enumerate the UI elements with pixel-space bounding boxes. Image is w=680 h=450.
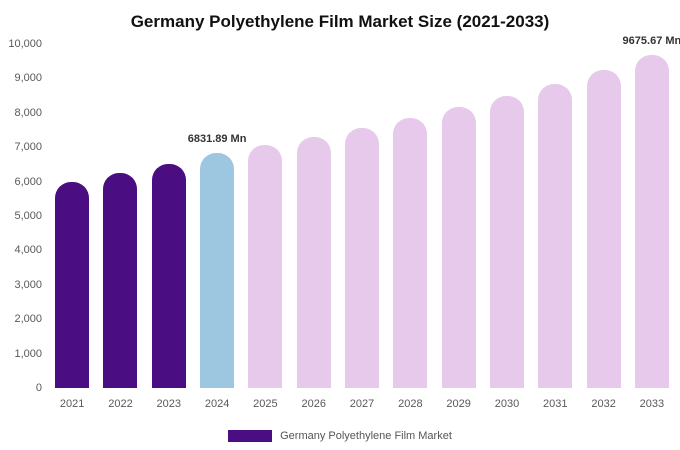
legend-swatch-icon: [228, 430, 273, 442]
bar-cell: 2022: [96, 44, 144, 410]
x-tick-label: 2029: [446, 398, 471, 410]
x-tick-label: 2026: [301, 398, 326, 410]
bar-2023: [151, 164, 186, 388]
x-tick-label: 2021: [59, 398, 85, 410]
x-tick-label: 2032: [591, 398, 616, 410]
bar-2022: [103, 173, 138, 388]
bar-cell: 9675.67 Mn 2033: [623, 35, 680, 410]
bar-cell: 2023: [145, 44, 193, 410]
bar-2024: [200, 152, 235, 388]
bar-2027: [345, 127, 380, 388]
plot-area: 2021 2022 2023 6831.89 Mn 2024 2025 2026 2027 20…: [48, 35, 680, 410]
x-tick-label: 2027: [349, 398, 375, 410]
y-tick-label: 4,000: [14, 244, 42, 257]
bar-2033: [634, 55, 669, 388]
y-tick-label: 1,000: [14, 347, 42, 360]
bar-cell: 2025: [241, 44, 289, 410]
bar-cell: 2028: [386, 44, 434, 410]
bar-cell: 2027: [338, 44, 386, 410]
x-tick-label: 2025: [253, 398, 278, 410]
x-tick-label: 2028: [398, 398, 423, 410]
bar-2021: [55, 181, 90, 388]
y-tick-label: 3,000: [14, 278, 42, 291]
bar-value-label: 9675.67 Mn: [622, 35, 680, 48]
x-tick-label: 2022: [108, 398, 133, 410]
bar-cell: 2021: [48, 44, 96, 410]
bar-value-label: 6831.89 Mn: [187, 132, 247, 145]
x-tick-label: 2031: [543, 398, 568, 410]
bar-cell: 2030: [483, 44, 531, 410]
bar-cell: 2031: [531, 44, 579, 410]
bar-cell: 2029: [435, 44, 483, 410]
y-tick-label: 2,000: [14, 313, 42, 326]
y-tick-label: 9,000: [14, 72, 42, 85]
y-tick-label: 5,000: [14, 210, 42, 222]
bar-2029: [441, 106, 476, 388]
y-tick-label: 7,000: [14, 141, 42, 154]
x-tick-label: 2024: [204, 398, 230, 410]
bar-2030: [489, 95, 524, 388]
y-tick-label: 10,000: [8, 38, 42, 50]
legend-label: Germany Polyethylene Film Market: [280, 430, 452, 442]
legend: Germany Polyethylene Film Market: [0, 430, 680, 442]
bar-2028: [393, 117, 428, 388]
bar-cell: 6831.89 Mn 2024: [188, 44, 247, 410]
bar-2032: [586, 70, 621, 388]
y-tick-label: 8,000: [14, 106, 42, 119]
chart-title: Germany Polyethylene Film Market Size (2…: [130, 12, 550, 31]
x-tick-label: 2033: [639, 398, 665, 410]
x-tick-label: 2023: [156, 398, 182, 410]
bar-2026: [296, 136, 331, 388]
bar-cell: 2026: [290, 44, 338, 410]
bar-cell: 2032: [579, 44, 627, 410]
y-tick-label: 6,000: [14, 175, 42, 188]
y-tick-label: 0: [35, 382, 42, 394]
bar-2031: [538, 83, 573, 388]
x-tick-label: 2030: [494, 398, 520, 410]
bar-2025: [248, 145, 283, 388]
